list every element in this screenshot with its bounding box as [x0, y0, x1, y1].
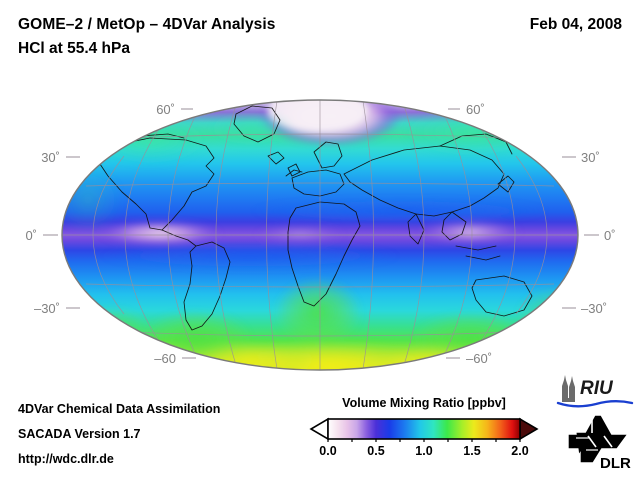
graticule-meridians [92, 100, 548, 370]
page-title: GOME–2 / MetOp – 4DVar Analysis [18, 16, 276, 33]
date-label: Feb 04, 2008 [529, 16, 622, 33]
page-subtitle: HCl at 55.4 hPa [18, 40, 130, 57]
globe-outline [61, 99, 579, 371]
lat-label-left-60: 60˚ [156, 102, 175, 117]
mollweide-map: 60˚ 30˚ 0˚ –30˚ –60 60˚ 30˚ 0˚ –30˚ [25, 99, 616, 371]
colorbar-min-arrow [309, 417, 329, 441]
colorbar-tick-1: 0.5 [367, 444, 385, 458]
footer-line-assimilation: 4DVar Chemical Data Assimilation [18, 402, 221, 416]
riu-wave-icon [556, 400, 634, 408]
footer-link-wdc[interactable]: http://wdc.dlr.de [18, 452, 114, 466]
colorbar-tick-0: 0.0 [319, 444, 337, 458]
dlr-emblem-icon [568, 415, 627, 463]
riu-wordmark: RIU [580, 378, 614, 399]
latitude-labels-right: 60˚ 30˚ 0˚ –30˚ –60˚ [446, 102, 616, 366]
colorbar-tick-2: 1.0 [415, 444, 433, 458]
latitude-labels-left: 60˚ 30˚ 0˚ –30˚ –60 [25, 102, 196, 366]
colorbar-tick-3: 1.5 [463, 444, 481, 458]
lat-label-right-60: 60˚ [466, 102, 485, 117]
dlr-logo: DLR [568, 415, 631, 472]
colorbar: Volume Mixing Ratio [ppbv] [306, 396, 542, 478]
lat-label-left-m60: –60 [154, 351, 176, 366]
dlr-wordmark: DLR [600, 455, 631, 472]
colorbar-tick-labels: 0.0 0.5 1.0 1.5 2.0 [306, 444, 542, 464]
riu-logo: RIU [556, 375, 634, 408]
colorbar-swatch [309, 417, 539, 442]
lat-label-left-30: 30˚ [41, 150, 60, 165]
map-container: 60˚ 30˚ 0˚ –30˚ –60 60˚ 30˚ 0˚ –30˚ [0, 80, 640, 380]
colorbar-gradient [327, 418, 521, 440]
colorbar-title: Volume Mixing Ratio [ppbv] [342, 396, 506, 410]
colorbar-max-arrow [519, 417, 539, 441]
lat-label-right-m30: –30˚ [581, 301, 607, 316]
footer-line-version: SACADA Version 1.7 [18, 427, 141, 441]
lat-label-left-m30: –30˚ [34, 301, 60, 316]
lat-label-left-0: 0˚ [25, 228, 37, 243]
colorbar-tick-4: 2.0 [511, 444, 529, 458]
cathedral-icon [562, 375, 575, 402]
colorbar-ticks [327, 439, 521, 442]
lat-label-right-m60: –60˚ [466, 351, 492, 366]
lat-label-right-0: 0˚ [604, 228, 616, 243]
data-field [62, 100, 578, 370]
lat-label-right-30: 30˚ [581, 150, 600, 165]
